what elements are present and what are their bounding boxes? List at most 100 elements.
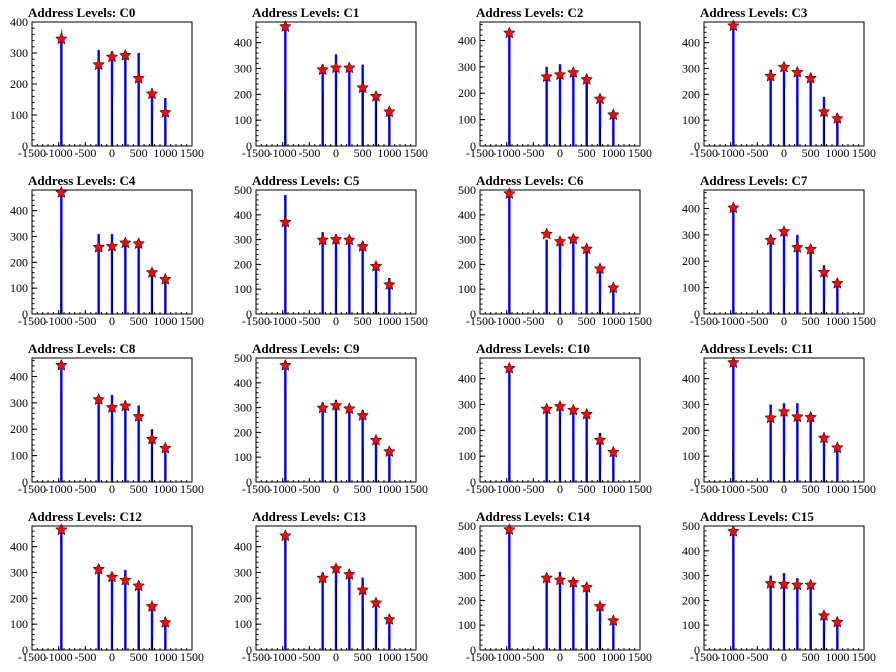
peak-marker	[356, 408, 370, 421]
y-tick-label: 100	[458, 449, 476, 463]
x-tick-label: 500	[354, 482, 372, 496]
x-tick-label: -1000	[717, 146, 745, 160]
y-tick-label: 200	[10, 422, 28, 436]
histogram-bar	[97, 397, 100, 482]
y-tick-label: 400	[682, 372, 700, 386]
histogram-bar	[782, 573, 786, 650]
chart-svg: 0 100 200 300 400 500 -1500-1000 -500 0 500 1000 15…	[234, 351, 428, 496]
y-tick-label: 300	[10, 230, 28, 244]
x-tick-label: -1500	[242, 314, 270, 328]
x-tick-label: 0	[781, 482, 787, 496]
x-tick-label: 1500	[404, 482, 428, 496]
x-tick-label: 500	[578, 482, 596, 496]
peak-marker	[566, 575, 580, 588]
peak-marker	[566, 403, 580, 416]
x-tick-label: 1500	[180, 314, 204, 328]
histogram-bar	[97, 49, 100, 146]
x-tick-label: 0	[557, 146, 563, 160]
y-tick-label: 400	[458, 208, 476, 222]
y-tick-label: 300	[10, 46, 28, 60]
peak-marker	[777, 405, 791, 418]
histogram-bar	[361, 242, 364, 314]
histogram-bar	[769, 234, 772, 314]
chart-panel: 0 100 200 300 400 500 -1500 -1000 -500 0 500 1000 15…	[448, 168, 672, 336]
histogram-bar	[612, 284, 615, 314]
histogram-bar	[361, 577, 364, 650]
peak-marker	[777, 225, 791, 237]
histogram-bar	[809, 584, 812, 650]
peak-marker	[553, 573, 567, 586]
x-tick-label: 0	[109, 650, 115, 664]
histogram-bar	[97, 233, 100, 314]
histogram-bar	[388, 452, 391, 482]
x-tick-label: 500	[354, 650, 372, 664]
histogram-bar	[769, 69, 772, 146]
chart-svg: 0 100 200 300 400 500 -1500-1000 -500 0 500 1000 15…	[458, 183, 652, 328]
peak-marker	[566, 66, 580, 78]
histogram-bar	[60, 37, 63, 146]
chart-panel: 0 100 200 300 400 -1500 -1000 -500 0 500 1000 1500 A…	[672, 0, 896, 168]
histogram-bar	[732, 361, 735, 482]
peak-marker	[817, 105, 831, 118]
histogram-bar	[388, 616, 391, 650]
peak-marker	[580, 72, 593, 85]
histogram-bar	[545, 575, 548, 650]
histogram-bar	[124, 569, 127, 650]
peak-marker	[118, 48, 132, 61]
peak-marker	[105, 570, 119, 583]
x-tick-label: -500	[298, 314, 320, 328]
peak-marker	[606, 108, 620, 121]
x-tick-label: -500	[298, 146, 320, 160]
y-tick-label: 300	[10, 566, 28, 580]
x-tick-label: -1500	[466, 482, 494, 496]
x-tick-label: 0	[109, 482, 115, 496]
peak-marker	[502, 26, 516, 39]
histogram-bar	[598, 269, 602, 314]
peak-marker	[54, 523, 68, 536]
histogram-bar	[508, 31, 511, 147]
histogram-bar	[598, 605, 602, 650]
peak-marker	[593, 433, 607, 446]
peak-marker	[817, 265, 831, 278]
x-tick-label: -1000	[493, 314, 521, 328]
peak-marker	[278, 529, 292, 542]
histogram-bar	[558, 240, 562, 314]
y-tick-label: 400	[234, 36, 252, 50]
y-tick-label: 200	[234, 425, 252, 439]
chart-svg: 0 100 200 300 400 -1500-1000 -500 0 500 1000 1500	[682, 19, 876, 160]
peak-marker	[329, 61, 343, 74]
y-tick-label: 0	[694, 307, 700, 321]
histogram-bar	[612, 451, 615, 482]
x-tick-label: -1500	[242, 482, 270, 496]
peak-marker	[830, 111, 844, 125]
histogram-bar	[558, 401, 562, 482]
y-tick-label: 400	[682, 36, 700, 50]
y-tick-label: 100	[682, 449, 700, 463]
x-tick-label: 0	[333, 482, 339, 496]
peak-marker	[764, 233, 778, 246]
y-tick-label: 100	[234, 617, 252, 631]
x-tick-label: -1000	[45, 650, 73, 664]
y-tick-label: 400	[10, 369, 28, 383]
peak-marker	[553, 399, 567, 412]
chart-svg: 0 100 200 300 400 -1500-1000 -500 0 500 1000 1500	[458, 21, 652, 160]
x-tick-label: 500	[802, 146, 820, 160]
peak-marker	[356, 583, 370, 596]
histogram-bar	[572, 578, 575, 650]
peak-marker	[369, 259, 383, 272]
x-tick-label: 1000	[153, 314, 177, 328]
chart-title: Address Levels: C15	[700, 509, 814, 524]
histogram-bar	[348, 572, 351, 650]
chart-svg: 0 100 200 300 400 -1500-1000 -500 0 500 1000 1500	[234, 525, 428, 664]
x-tick-label: -500	[74, 314, 96, 328]
y-tick-label: 200	[10, 255, 28, 269]
y-tick-label: 400	[682, 544, 700, 558]
peak-marker	[382, 612, 396, 625]
chart-svg: 0 100 200 300 400 500 -1500-1000 -500 0 500 1000 15…	[682, 519, 876, 664]
peak-marker	[278, 358, 292, 371]
histogram-bar	[361, 64, 364, 146]
x-tick-label: -1000	[45, 482, 73, 496]
x-tick-label: -500	[746, 314, 768, 328]
y-tick-label: 0	[22, 307, 28, 321]
